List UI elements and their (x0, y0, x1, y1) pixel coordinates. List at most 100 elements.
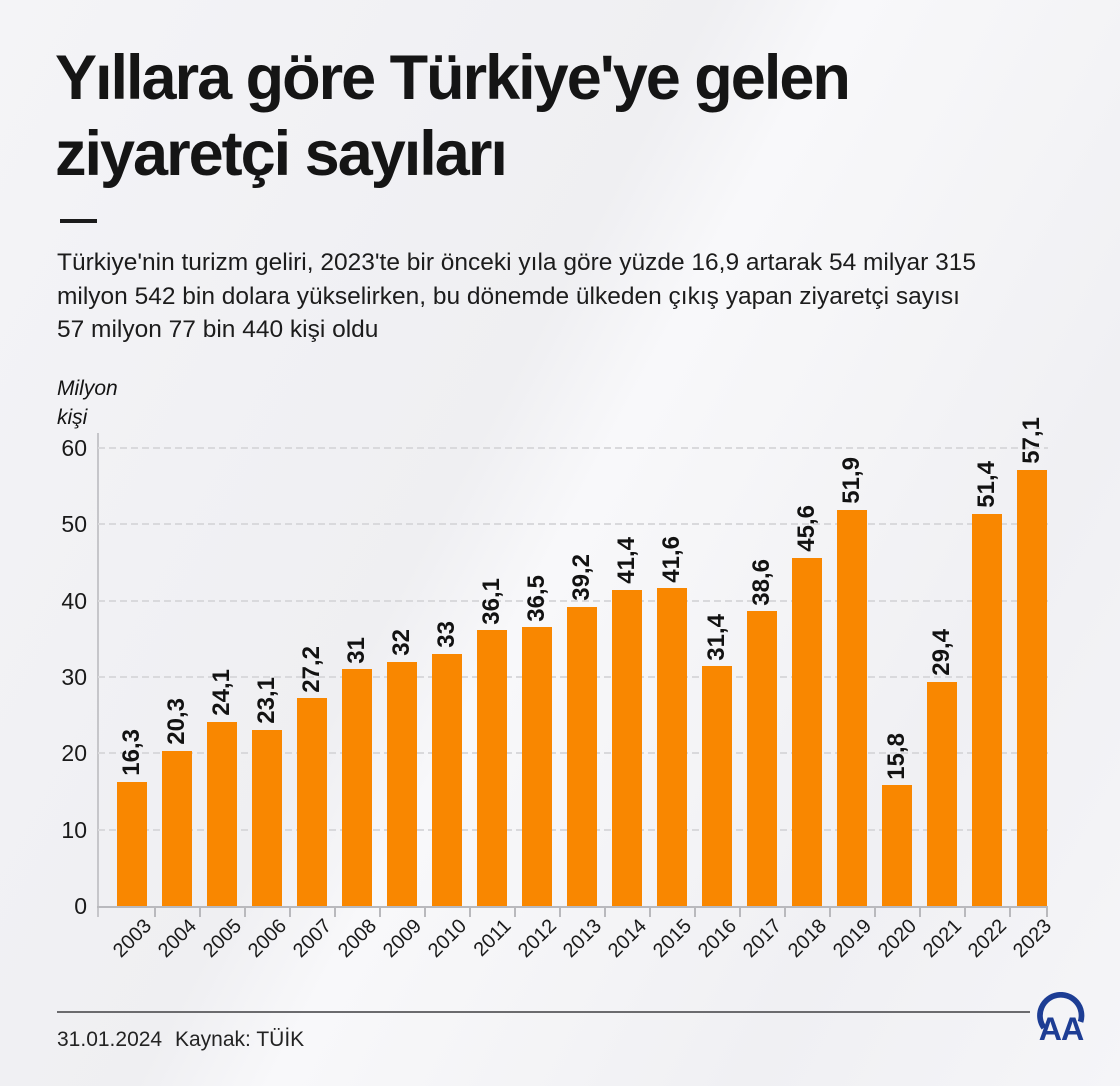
bar-value-label-2020: 15,8 (883, 732, 910, 780)
bar-2004 (162, 751, 192, 906)
subtitle-line-2: milyon 542 bin dolara yükselirken, bu dö… (57, 282, 960, 310)
bar-value-label-2010: 33 (433, 621, 460, 649)
page-title-line-2: ziyaretçi sayıları (55, 119, 508, 189)
bar-2018 (792, 557, 822, 906)
y-axis-unit-line-2: kişi (57, 406, 88, 429)
footer-divider (57, 1011, 1030, 1013)
bar-value-label-2023: 57,1 (1018, 417, 1045, 465)
bar-2011 (477, 630, 507, 906)
bar-value-label-2005: 24,1 (208, 669, 235, 717)
bar-2016 (702, 666, 732, 906)
footer-source: Kaynak: TÜİK (175, 1028, 305, 1051)
bar-2020 (882, 785, 912, 906)
x-tick-label-2008: 2008 (333, 915, 381, 963)
x-tick-label-2016: 2016 (693, 915, 741, 963)
bar-2019 (837, 509, 867, 906)
x-axis-tick (424, 908, 426, 917)
subtitle-line-1: Türkiye'nin turizm geliri, 2023'te bir ö… (57, 249, 977, 276)
y-axis-unit-label: Milyon kişi (57, 374, 118, 432)
bar-2013 (567, 606, 597, 906)
x-axis-tick (694, 908, 696, 917)
y-tick-label-10: 10 (61, 816, 87, 843)
bar-value-label-2013: 39,2 (568, 554, 595, 601)
x-tick-label-2006: 2006 (243, 915, 291, 963)
bar-2008 (342, 669, 372, 906)
x-tick-label-2021: 2021 (918, 915, 966, 963)
subtitle-line-3: 57 milyon 77 bin 440 kişi oldu (57, 316, 379, 343)
page-title: Yıllara göre Türkiye'ye gelen ziyaretçi … (55, 40, 851, 192)
bar-value-label-2011: 36,1 (478, 577, 505, 625)
bar-value-label-2021: 29,4 (928, 628, 955, 676)
y-tick-label-40: 40 (61, 587, 87, 614)
x-axis-tick (1009, 908, 1011, 917)
x-axis-tick (649, 908, 651, 917)
bar-value-label-2003: 16,3 (118, 728, 145, 776)
bar-2006 (252, 729, 282, 906)
bar-2014 (612, 589, 642, 906)
bar-2003 (117, 781, 147, 906)
bar-value-label-2019: 51,9 (838, 457, 865, 504)
x-axis-tick (289, 908, 291, 917)
bar-2010 (432, 654, 462, 906)
x-tick-label-2018: 2018 (783, 915, 831, 963)
x-tick-label-2009: 2009 (378, 915, 426, 963)
subtitle: Türkiye'nin turizm geliri, 2023'te bir ö… (57, 246, 976, 347)
bar-2015 (657, 588, 687, 906)
bar-2023 (1017, 470, 1047, 906)
y-tick-label-60: 60 (61, 435, 87, 461)
x-axis-tick (334, 908, 336, 917)
x-tick-label-2007: 2007 (288, 915, 336, 963)
page-title-line-1: Yıllara göre Türkiye'ye gelen (55, 43, 851, 113)
bar-2022 (972, 513, 1002, 906)
bar-value-label-2008: 31 (343, 636, 370, 664)
aa-logo-arc (1037, 992, 1085, 1030)
x-tick-label-2020: 2020 (873, 915, 921, 963)
gridline-60 (98, 447, 1048, 449)
x-tick-label-2011: 2011 (469, 915, 516, 961)
bar-value-label-2009: 32 (388, 629, 415, 656)
bar-value-label-2017: 38,6 (748, 558, 775, 606)
x-axis-tick (604, 908, 606, 917)
bar-value-label-2012: 36,5 (523, 574, 550, 622)
x-axis-tick (739, 908, 741, 917)
bar-2012 (522, 627, 552, 906)
x-axis-tick (154, 908, 156, 917)
y-tick-label-30: 30 (61, 664, 87, 690)
bar-value-label-2007: 27,2 (298, 645, 325, 693)
x-axis-tick (559, 908, 561, 917)
y-axis-line (97, 433, 99, 917)
x-tick-label-2012: 2012 (513, 915, 561, 963)
bar-value-label-2015: 41,6 (658, 535, 685, 583)
bar-value-label-2004: 20,3 (163, 698, 190, 746)
footer-date: 31.01.2024 (57, 1028, 163, 1051)
bar-value-label-2006: 23,1 (253, 676, 280, 724)
x-tick-label-2019: 2019 (828, 915, 876, 963)
x-axis-tick (469, 908, 471, 917)
plot-area: 0 10 20 30 40 50 60 16,3 2003 20,3 2004 24,1 2005 23,… (61, 417, 1055, 962)
x-tick-label-2003: 2003 (108, 915, 156, 963)
x-axis-tick (244, 908, 246, 917)
y-tick-label-0: 0 (74, 893, 87, 919)
bar-2017 (747, 611, 777, 906)
bar-value-label-2022: 51,4 (973, 460, 1000, 508)
bar-2007 (297, 698, 327, 906)
y-axis-unit-line-1: Milyon (57, 377, 118, 400)
x-tick-label-2004: 2004 (153, 915, 201, 963)
x-tick-label-2005: 2005 (198, 915, 246, 963)
x-axis-tick (829, 908, 831, 917)
x-axis-line (97, 906, 1048, 908)
y-tick-label-50: 50 (61, 511, 87, 538)
bar-value-label-2016: 31,4 (703, 613, 730, 661)
x-axis-tick (874, 908, 876, 917)
x-tick-label-2023: 2023 (1008, 915, 1056, 963)
x-tick-label-2013: 2013 (558, 915, 606, 963)
x-tick-label-2017: 2017 (738, 915, 786, 963)
x-axis-tick (379, 908, 381, 917)
x-tick-label-2014: 2014 (603, 915, 651, 963)
bar-2005 (207, 722, 237, 906)
x-axis-tick (964, 908, 966, 917)
bar-2021 (927, 681, 957, 906)
gridline-40 (98, 599, 1048, 602)
bar-2009 (387, 661, 417, 906)
